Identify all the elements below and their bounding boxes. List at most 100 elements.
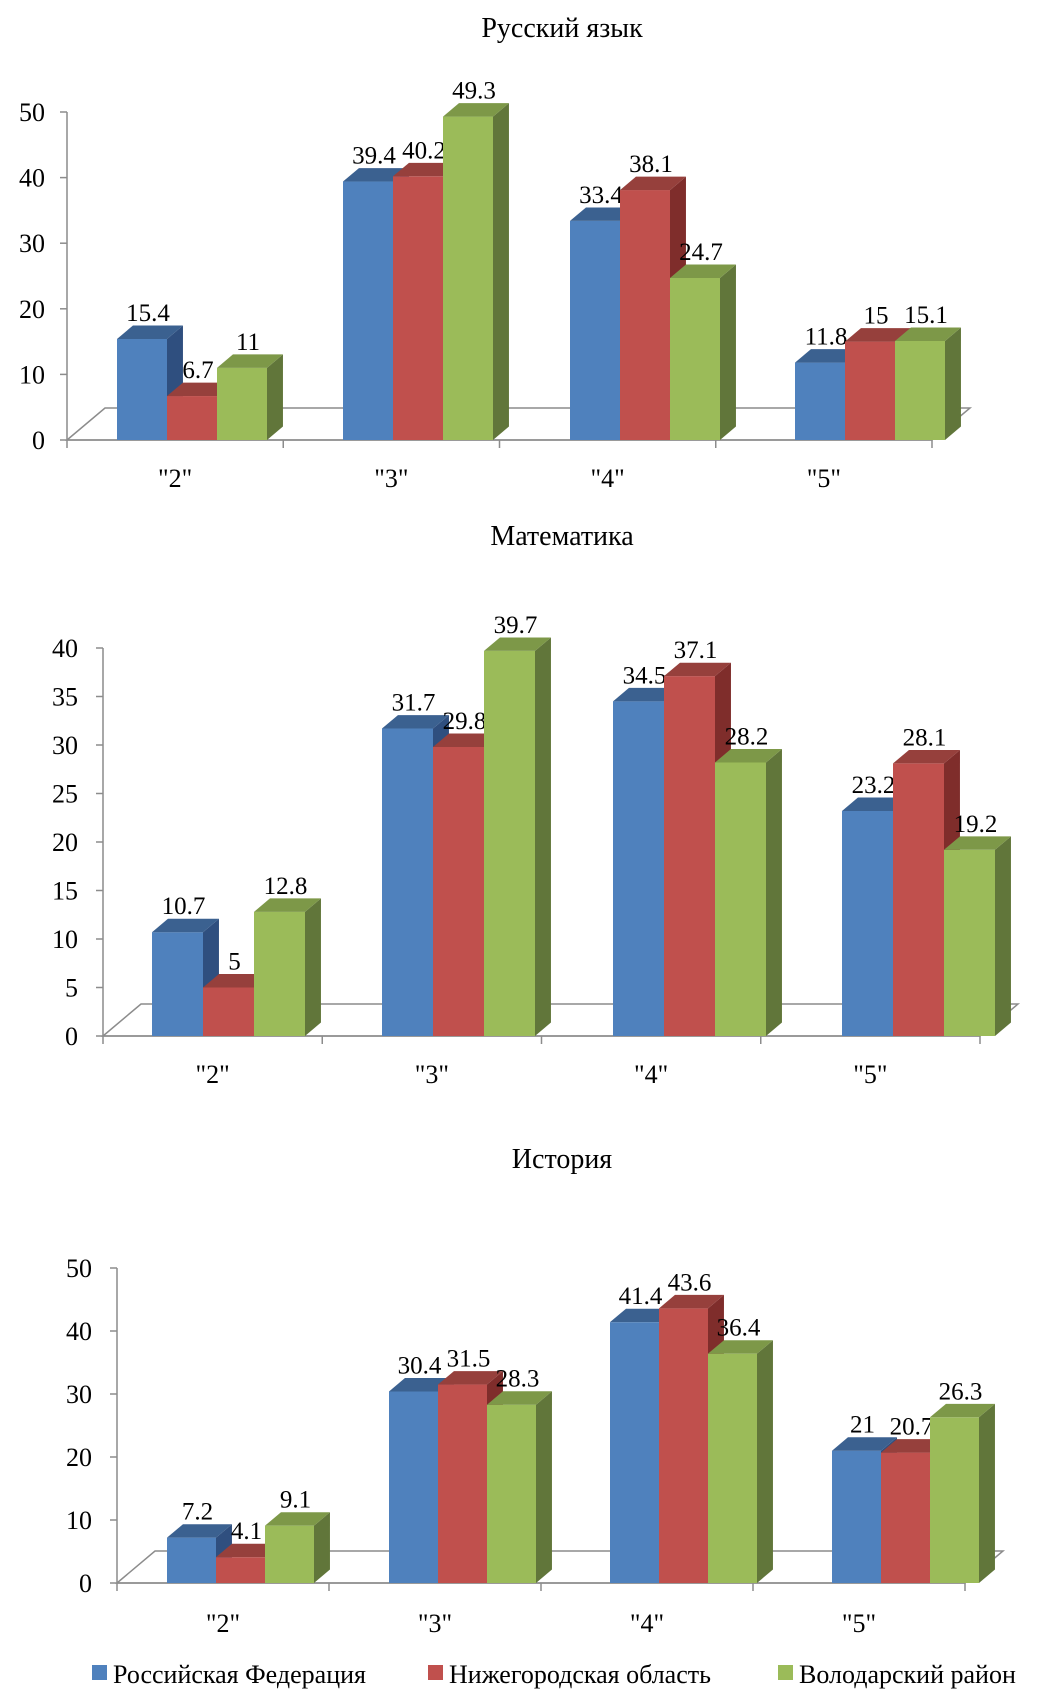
bar-top <box>895 327 961 341</box>
y-tick-label: 10 <box>19 360 45 389</box>
chart-2: Математика 0 5 10 15 20 25 30 35 40 10.7 5 12.8 "2" 31… <box>52 521 1021 1089</box>
bar-top <box>167 1524 232 1538</box>
bar-top <box>893 749 960 764</box>
bar-top <box>152 918 219 933</box>
bar-side <box>995 836 1011 1036</box>
legend-label-russian-federation: Российская Федерация <box>113 1660 366 1689</box>
bar-3-series-3 <box>443 103 509 440</box>
bar-front <box>570 220 620 440</box>
bar-side <box>493 103 509 440</box>
bar-top <box>620 176 686 191</box>
bar-5-series-3 <box>895 327 961 440</box>
bar-top <box>343 168 409 182</box>
y-tick-label: 30 <box>52 731 78 760</box>
y-tick-label: 50 <box>19 98 45 127</box>
bar-front <box>216 1557 265 1583</box>
x-category-label: "2" <box>196 1060 230 1089</box>
bar-top <box>930 1403 995 1418</box>
y-tick-label: 20 <box>19 295 45 324</box>
bar-front <box>265 1525 314 1583</box>
bar-top <box>254 898 321 912</box>
bar-front <box>715 762 766 1036</box>
data-label: 6.7 <box>182 357 213 384</box>
bar-side <box>720 264 736 440</box>
bar-top <box>265 1512 330 1526</box>
bar-4-series-3 <box>670 264 736 440</box>
bar-front <box>382 728 433 1036</box>
y-tick-label: 35 <box>52 683 78 712</box>
y-tick-label: 40 <box>66 1317 92 1346</box>
legend-label-nizhny-novgorod-region: Нижегородская область <box>449 1660 711 1689</box>
bar-side <box>757 1340 773 1583</box>
bar-4-series-3 <box>708 1340 773 1583</box>
bar-side <box>766 749 782 1036</box>
bar-front <box>167 396 217 440</box>
data-label: 20.7 <box>890 1414 934 1441</box>
legend-swatch-volodarsky-district <box>778 1665 793 1680</box>
x-category-label: "4" <box>591 464 625 493</box>
data-label: 40.2 <box>402 137 446 164</box>
y-tick-label: 20 <box>66 1443 92 1472</box>
bar-side <box>945 327 961 440</box>
bar-front <box>845 341 895 440</box>
bar-front <box>670 277 720 440</box>
bar-front <box>664 676 715 1036</box>
chart-title: Математика <box>490 521 634 552</box>
bar-2-series-3 <box>217 354 283 440</box>
bar-front <box>152 932 203 1036</box>
bar-front <box>443 116 493 440</box>
bar-top <box>438 1371 503 1385</box>
data-label: 24.7 <box>679 239 723 266</box>
data-label: 41.4 <box>619 1283 663 1310</box>
data-label: 31.7 <box>392 690 436 717</box>
y-tick-label: 10 <box>66 1506 92 1535</box>
bar-side <box>979 1403 995 1583</box>
data-label: 4.1 <box>231 1518 262 1545</box>
bar-front <box>487 1404 536 1583</box>
bar-top <box>715 749 782 763</box>
data-label: 29.8 <box>443 708 487 735</box>
data-label: 37.1 <box>674 637 718 664</box>
data-label: 5 <box>228 949 241 976</box>
bar-top <box>664 662 731 677</box>
data-label: 49.3 <box>452 78 496 105</box>
bar-5-series-3 <box>944 836 1011 1036</box>
bar-top <box>487 1391 552 1405</box>
bar-front <box>944 849 995 1036</box>
bar-top <box>670 264 736 278</box>
chart-title: Русский язык <box>481 13 643 44</box>
y-tick-label: 40 <box>19 164 45 193</box>
bar-top <box>382 715 449 729</box>
legend: Российская Федерация Нижегородская облас… <box>92 1660 1016 1689</box>
data-label: 33.4 <box>579 182 623 209</box>
bar-side <box>305 898 321 1036</box>
legend-swatch-nizhny-novgorod-region <box>428 1665 443 1680</box>
bar-top <box>570 207 636 221</box>
data-label: 34.5 <box>623 662 667 689</box>
data-label: 15.4 <box>126 300 170 327</box>
data-label: 26.3 <box>939 1378 983 1405</box>
bar-top <box>795 349 861 363</box>
bar-top <box>944 836 1011 850</box>
legend-swatch-russian-federation <box>92 1665 107 1680</box>
data-label: 11.8 <box>805 324 848 351</box>
bar-top <box>484 637 551 651</box>
data-label: 38.1 <box>629 151 673 178</box>
bar-front <box>895 340 945 440</box>
data-label: 7.2 <box>182 1499 213 1526</box>
x-category-label: "5" <box>807 464 841 493</box>
y-tick-label: 10 <box>52 925 78 954</box>
bar-top <box>216 1543 281 1558</box>
x-category-label: "5" <box>842 1609 876 1638</box>
x-category-label: "4" <box>634 1060 668 1089</box>
bar-front <box>893 763 944 1036</box>
bar-front <box>659 1308 708 1583</box>
y-tick-label: 0 <box>65 1022 78 1051</box>
data-label: 39.4 <box>352 143 396 170</box>
data-label: 31.5 <box>447 1346 491 1373</box>
bar-top <box>167 382 233 397</box>
data-label: 23.2 <box>852 772 896 799</box>
bar-front <box>613 701 664 1036</box>
